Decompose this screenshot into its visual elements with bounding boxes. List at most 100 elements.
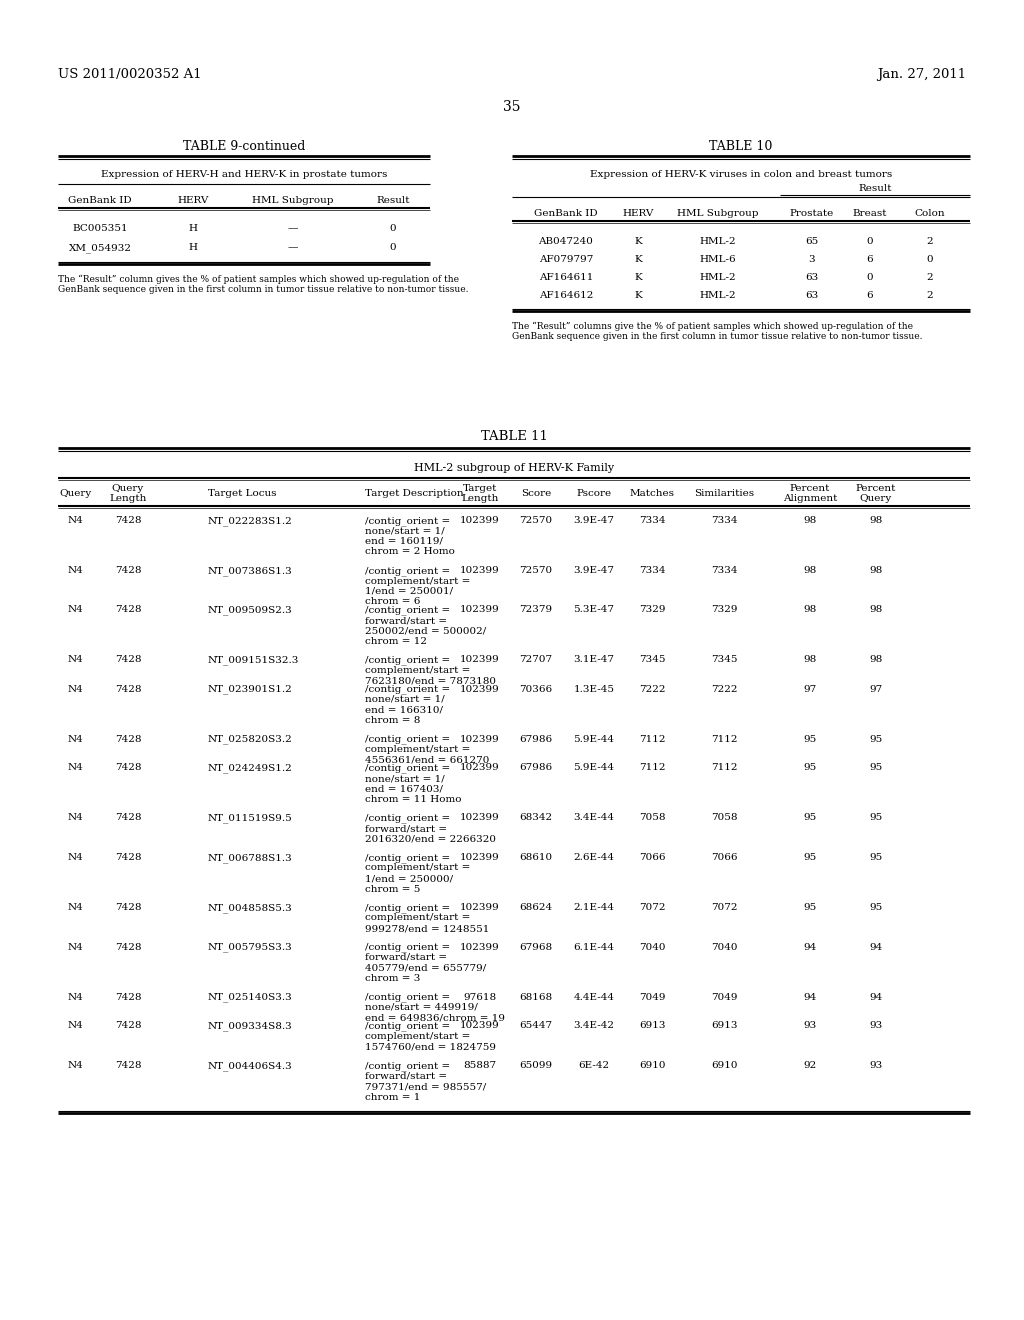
- Text: 95: 95: [804, 853, 816, 862]
- Text: 72379: 72379: [519, 606, 553, 615]
- Text: 2.1E-44: 2.1E-44: [573, 903, 614, 912]
- Text: 1.3E-45: 1.3E-45: [573, 685, 614, 693]
- Text: 6910: 6910: [639, 1061, 666, 1071]
- Text: 95: 95: [869, 903, 883, 912]
- Text: 6: 6: [866, 290, 873, 300]
- Text: 93: 93: [869, 1061, 883, 1071]
- Text: /contig_orient =: /contig_orient =: [365, 734, 451, 744]
- Text: K: K: [634, 238, 642, 246]
- Text: 97: 97: [869, 685, 883, 693]
- Text: chrom = 2 Homo: chrom = 2 Homo: [365, 548, 455, 557]
- Text: 2.6E-44: 2.6E-44: [573, 853, 614, 862]
- Text: complement/start =: complement/start =: [365, 744, 470, 754]
- Text: /contig_orient =: /contig_orient =: [365, 853, 451, 863]
- Text: 102399: 102399: [460, 853, 500, 862]
- Text: 95: 95: [804, 813, 816, 822]
- Text: HERV: HERV: [623, 209, 653, 218]
- Text: Breast: Breast: [853, 209, 887, 218]
- Text: GenBank ID: GenBank ID: [69, 195, 132, 205]
- Text: end = 649836/chrom = 19: end = 649836/chrom = 19: [365, 1014, 505, 1023]
- Text: 98: 98: [869, 606, 883, 615]
- Text: N4: N4: [68, 606, 83, 615]
- Text: 98: 98: [804, 566, 816, 576]
- Text: Prostate: Prostate: [790, 209, 835, 218]
- Text: H: H: [188, 243, 198, 252]
- Text: complement/start =: complement/start =: [365, 577, 470, 586]
- Text: N4: N4: [68, 763, 83, 772]
- Text: 72570: 72570: [519, 566, 553, 576]
- Text: end = 167403/: end = 167403/: [365, 784, 443, 793]
- Text: Alignment: Alignment: [782, 494, 838, 503]
- Text: 95: 95: [869, 734, 883, 743]
- Text: Matches: Matches: [630, 488, 675, 498]
- Text: 98: 98: [804, 656, 816, 664]
- Text: 68342: 68342: [519, 813, 553, 822]
- Text: 7112: 7112: [639, 734, 666, 743]
- Text: HML Subgroup: HML Subgroup: [677, 209, 759, 218]
- Text: 93: 93: [869, 1022, 883, 1031]
- Text: 102399: 102399: [460, 942, 500, 952]
- Text: 2016320/end = 2266320: 2016320/end = 2266320: [365, 834, 496, 843]
- Text: BC005351: BC005351: [72, 224, 128, 234]
- Text: N4: N4: [68, 813, 83, 822]
- Text: 3.9E-47: 3.9E-47: [573, 516, 614, 525]
- Text: chrom = 5: chrom = 5: [365, 884, 421, 894]
- Text: 102399: 102399: [460, 1022, 500, 1031]
- Text: 3.4E-44: 3.4E-44: [573, 813, 614, 822]
- Text: 5.9E-44: 5.9E-44: [573, 734, 614, 743]
- Text: forward/start =: forward/start =: [365, 616, 447, 624]
- Text: 4556361/end = 661270: 4556361/end = 661270: [365, 755, 489, 764]
- Text: 95: 95: [869, 763, 883, 772]
- Text: XM_054932: XM_054932: [69, 243, 131, 252]
- Text: complement/start =: complement/start =: [365, 1032, 470, 1041]
- Text: Query: Query: [860, 494, 892, 503]
- Text: 102399: 102399: [460, 734, 500, 743]
- Text: 2: 2: [927, 290, 933, 300]
- Text: chrom = 6: chrom = 6: [365, 598, 421, 606]
- Text: 92: 92: [804, 1061, 816, 1071]
- Text: 63: 63: [805, 290, 818, 300]
- Text: GenBank sequence given in the first column in tumor tissue relative to non-tumor: GenBank sequence given in the first colu…: [58, 285, 469, 294]
- Text: 7058: 7058: [711, 813, 737, 822]
- Text: Result: Result: [376, 195, 410, 205]
- Text: 7345: 7345: [711, 656, 737, 664]
- Text: /contig_orient =: /contig_orient =: [365, 606, 451, 615]
- Text: 7066: 7066: [639, 853, 666, 862]
- Text: 7329: 7329: [711, 606, 737, 615]
- Text: N4: N4: [68, 656, 83, 664]
- Text: complement/start =: complement/start =: [365, 913, 470, 923]
- Text: TABLE 11: TABLE 11: [480, 430, 548, 444]
- Text: AF079797: AF079797: [539, 255, 593, 264]
- Text: chrom = 3: chrom = 3: [365, 974, 421, 983]
- Text: 2: 2: [927, 273, 933, 282]
- Text: Percent: Percent: [790, 484, 830, 492]
- Text: 102399: 102399: [460, 656, 500, 664]
- Text: 95: 95: [804, 903, 816, 912]
- Text: forward/start =: forward/start =: [365, 1072, 447, 1081]
- Text: Result: Result: [858, 183, 892, 193]
- Text: 0: 0: [390, 243, 396, 252]
- Text: 5.9E-44: 5.9E-44: [573, 763, 614, 772]
- Text: 7112: 7112: [711, 763, 737, 772]
- Text: /contig_orient =: /contig_orient =: [365, 1061, 451, 1071]
- Text: /contig_orient =: /contig_orient =: [365, 656, 451, 665]
- Text: 7040: 7040: [711, 942, 737, 952]
- Text: K: K: [634, 273, 642, 282]
- Text: NT_023901S1.2: NT_023901S1.2: [208, 685, 293, 694]
- Text: N4: N4: [68, 1061, 83, 1071]
- Text: 98: 98: [804, 606, 816, 615]
- Text: N4: N4: [68, 566, 83, 576]
- Text: 68610: 68610: [519, 853, 553, 862]
- Text: 7040: 7040: [639, 942, 666, 952]
- Text: none/start = 449919/: none/start = 449919/: [365, 1003, 478, 1012]
- Text: 1574760/end = 1824759: 1574760/end = 1824759: [365, 1043, 496, 1052]
- Text: 405779/end = 655779/: 405779/end = 655779/: [365, 964, 486, 973]
- Text: 94: 94: [804, 942, 816, 952]
- Text: chrom = 1: chrom = 1: [365, 1093, 421, 1101]
- Text: HML-2 subgroup of HERV-K Family: HML-2 subgroup of HERV-K Family: [414, 463, 614, 473]
- Text: 95: 95: [869, 813, 883, 822]
- Text: NT_006788S1.3: NT_006788S1.3: [208, 853, 293, 863]
- Text: NT_009334S8.3: NT_009334S8.3: [208, 1022, 293, 1031]
- Text: 7623180/end = 7873180: 7623180/end = 7873180: [365, 676, 496, 685]
- Text: none/start = 1/: none/start = 1/: [365, 696, 444, 704]
